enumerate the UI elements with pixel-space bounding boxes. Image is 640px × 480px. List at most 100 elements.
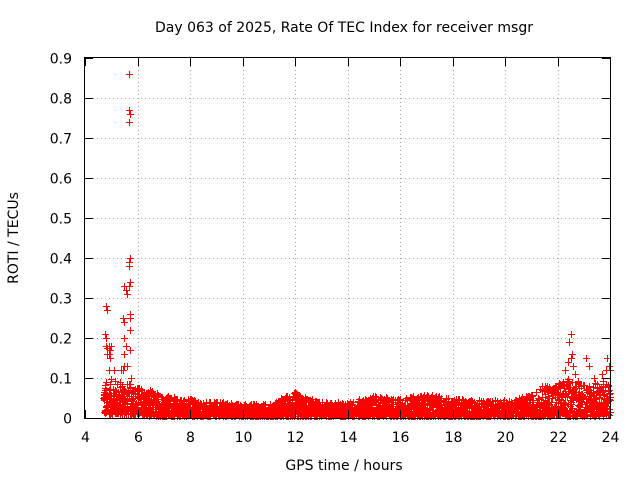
data-point [121,319,128,326]
data-point [127,315,134,322]
data-point [569,405,576,412]
data-point [121,351,128,358]
data-point [583,355,590,362]
y-tick-label: 0.2 [50,332,72,348]
data-point [544,383,551,390]
data-point [106,387,113,394]
data-point [541,387,548,394]
data-point [410,393,417,400]
data-point [127,255,134,262]
data-point [127,279,134,286]
data-point [129,396,136,403]
data-point [579,392,586,399]
data-point [103,335,110,342]
data-point [121,335,128,342]
data-point [606,363,613,370]
x-tick-label: 20 [497,430,515,446]
data-point [580,393,587,400]
data-point [103,303,110,310]
data-point [106,351,113,358]
data-point [309,403,316,410]
data-point [570,397,577,404]
x-tick-label: 14 [340,430,358,446]
x-tick-label: 8 [186,430,195,446]
data-point [591,375,598,382]
data-point [569,351,576,358]
data-point [123,287,130,294]
data-point [566,380,573,387]
y-tick-label: 0.8 [50,92,72,108]
data-point [396,397,403,404]
data-point [324,401,331,408]
data-point [383,394,390,401]
data-point [545,402,552,409]
data-point [568,331,575,338]
x-tick-label: 6 [134,430,143,446]
data-point [127,384,134,391]
data-point [565,390,572,397]
y-tick-label: 0.9 [50,52,72,68]
y-tick-label: 0.6 [50,172,72,188]
data-point [124,400,131,407]
data-point [573,396,580,403]
y-tick-label: 0.1 [50,372,72,388]
x-tick-label: 16 [392,430,410,446]
data-point [107,355,114,362]
data-point [111,367,118,374]
data-point [107,347,114,354]
data-point [127,347,134,354]
data-point [529,392,536,399]
data-point [109,411,116,418]
y-tick-label: 0.4 [50,252,72,268]
data-point [565,359,572,366]
data-point [606,406,613,413]
data-point [104,307,111,314]
data-point [128,375,135,382]
data-point [108,376,115,383]
grid [85,58,610,418]
data-point [127,111,134,118]
data-point [372,398,379,405]
axis-ticks: 4 6 8 10 12 14 16 18 20 22 24 0 0.1 0.2 0.3 0.4 0.5 0.6 0.… [50,52,620,447]
data-point [120,315,127,322]
data-points [100,71,614,420]
data-point [599,371,606,378]
data-point [576,383,583,390]
data-point [155,393,162,400]
data-point [102,331,109,338]
data-point [411,396,418,403]
data-point [566,339,573,346]
data-point [350,399,357,406]
data-point [117,403,124,410]
data-point [570,363,577,370]
data-point [289,396,296,403]
data-point [124,291,131,298]
data-point [562,367,569,374]
data-point [119,383,126,390]
x-tick-label: 24 [602,430,620,446]
data-point [604,355,611,362]
data-point [579,401,586,408]
data-point [563,383,570,390]
y-tick-label: 0.7 [50,132,72,148]
data-point [362,396,369,403]
data-point [121,363,128,370]
data-point [564,393,571,400]
plot-frame [84,57,611,419]
data-point [126,107,133,114]
data-point [108,343,115,350]
data-point [549,395,556,402]
data-point [575,380,582,387]
y-tick-label: 0 [63,412,72,428]
data-point [103,379,110,386]
x-tick-label: 10 [235,430,253,446]
y-tick-label: 0.3 [50,292,72,308]
x-tick-label: 22 [550,430,568,446]
data-point [126,71,133,78]
data-point [588,407,595,414]
data-point [590,384,597,391]
data-point [445,395,452,402]
y-axis-label: ROTI / TECUs [6,192,22,284]
y-tick-label: 0.5 [50,212,72,228]
